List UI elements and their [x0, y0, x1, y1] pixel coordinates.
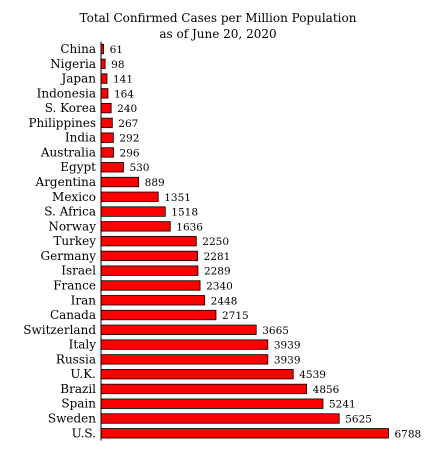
value-label-nigeria: 98 — [111, 59, 124, 71]
value-label-italy: 3939 — [274, 340, 301, 352]
category-label-switzerland: Switzerland — [23, 323, 96, 337]
category-label-argentina: Argentina — [35, 175, 96, 189]
value-label-france: 2340 — [206, 280, 233, 292]
bar-germany — [100, 250, 198, 262]
chart-subtitle: as of June 20, 2020 — [159, 27, 276, 41]
value-label-spain: 5241 — [329, 399, 356, 411]
bar-australia — [100, 147, 114, 158]
bar-iran — [100, 295, 206, 306]
category-label-australia: Australia — [40, 145, 96, 159]
bar-brazil — [100, 383, 308, 395]
category-label-russia: Russia — [56, 352, 96, 366]
category-label-israel: Israel — [61, 264, 96, 278]
bar-s-korea — [100, 102, 112, 114]
bar-turkey — [100, 235, 197, 247]
category-label-japan: Japan — [59, 72, 96, 86]
value-label-argentina: 889 — [145, 177, 165, 189]
bar-spain — [100, 398, 324, 409]
category-label-mexico: Mexico — [52, 190, 96, 204]
bar-canada — [100, 309, 217, 321]
value-label-sweden: 5625 — [345, 414, 372, 426]
category-label-turkey: Turkey — [53, 234, 96, 248]
category-label-s-korea: S. Korea — [45, 101, 96, 115]
bars-group: China 61 Nigeria 98 Japan 141 Indonesia 164 S. K… — [23, 42, 421, 440]
bar-israel — [100, 265, 199, 276]
bar-switzerland — [100, 324, 257, 335]
bar-nigeria — [100, 58, 106, 69]
bar-indonesia — [100, 88, 109, 99]
category-label-germany: Germany — [41, 249, 97, 263]
value-label-canada: 2715 — [222, 310, 249, 322]
value-label-indonesia: 164 — [114, 88, 134, 100]
category-label-italy: Italy — [69, 338, 97, 352]
value-label-switzerland: 3665 — [262, 325, 289, 337]
value-label-brazil: 4856 — [313, 384, 340, 396]
bar-philippines — [100, 117, 113, 129]
category-label-india: India — [65, 131, 96, 145]
bar-sweden — [100, 413, 340, 424]
bar-japan — [100, 73, 108, 84]
value-label-india: 292 — [119, 133, 139, 145]
category-label-philippines: Philippines — [28, 116, 96, 130]
bar-u-k — [100, 369, 294, 380]
bar-s-africa — [100, 206, 166, 217]
category-label-egypt: Egypt — [60, 160, 96, 174]
category-label-canada: Canada — [50, 308, 96, 322]
category-label-china: China — [60, 42, 96, 56]
value-label-philippines: 267 — [118, 118, 138, 130]
bar-italy — [100, 339, 269, 350]
category-label-spain: Spain — [61, 397, 96, 411]
bar-norway — [100, 221, 171, 232]
value-label-mexico: 1351 — [164, 192, 191, 204]
value-label-china: 61 — [110, 44, 123, 56]
bar-russia — [100, 354, 269, 365]
value-label-iran: 2448 — [211, 295, 238, 307]
bar-mexico — [100, 191, 159, 202]
bar-india — [100, 132, 114, 143]
value-label-s-africa: 1518 — [171, 207, 198, 219]
value-label-u-k: 4539 — [299, 369, 326, 381]
category-label-s-africa: S. Africa — [44, 205, 96, 219]
category-label-sweden: Sweden — [48, 412, 96, 426]
value-label-russia: 3939 — [274, 354, 301, 366]
category-label-iran: Iran — [71, 293, 97, 307]
bar-france — [100, 280, 201, 291]
bar-u-s — [100, 428, 389, 439]
category-label-france: France — [53, 278, 96, 292]
category-label-u-s: U.S. — [72, 426, 96, 440]
value-label-israel: 2289 — [204, 266, 231, 278]
category-label-u-k: U.K. — [70, 367, 96, 381]
value-label-germany: 2281 — [204, 251, 231, 263]
value-label-australia: 296 — [120, 147, 140, 159]
value-label-u-s: 6788 — [394, 428, 421, 440]
value-label-norway: 1636 — [176, 221, 203, 233]
value-label-japan: 141 — [113, 74, 133, 86]
value-label-turkey: 2250 — [202, 236, 229, 248]
chart-title: Total Confirmed Cases per Million Popula… — [80, 11, 357, 25]
value-label-s-korea: 240 — [117, 103, 137, 115]
value-label-egypt: 530 — [129, 162, 149, 174]
category-label-brazil: Brazil — [60, 382, 96, 396]
category-label-norway: Norway — [48, 219, 96, 233]
category-label-indonesia: Indonesia — [37, 86, 96, 100]
category-label-nigeria: Nigeria — [50, 57, 96, 71]
bar-egypt — [100, 162, 124, 173]
bar-argentina — [100, 176, 140, 188]
